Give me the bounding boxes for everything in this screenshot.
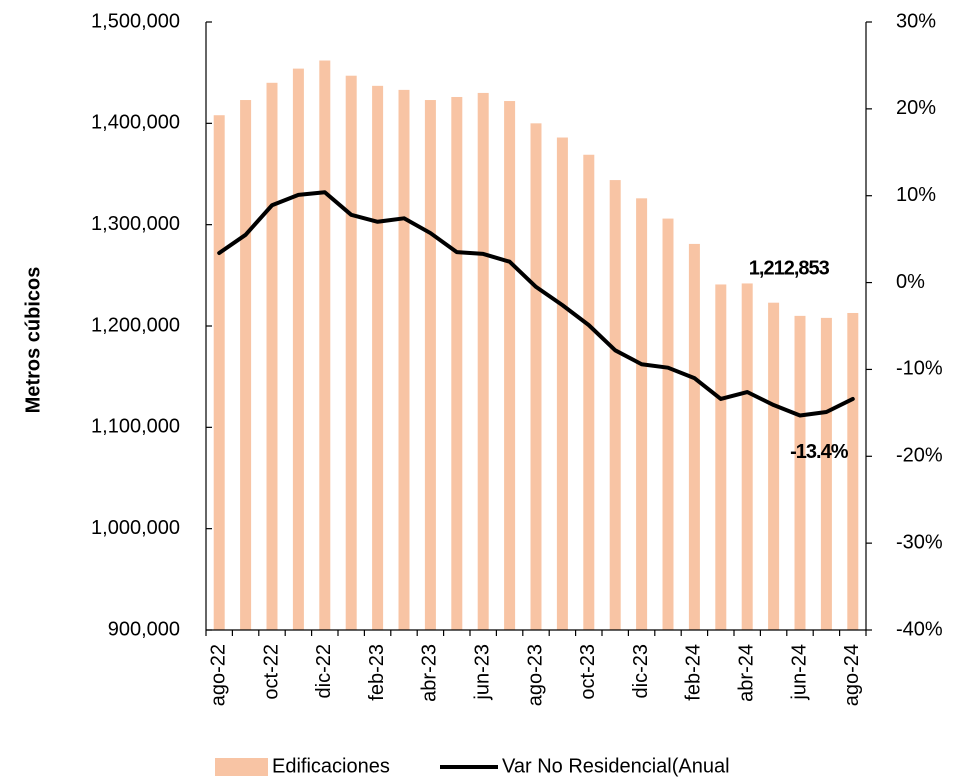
y-tick-label: 1,500,000	[91, 10, 180, 32]
bar	[741, 283, 753, 630]
bar	[319, 60, 331, 631]
data-label: -13.4%	[790, 441, 849, 463]
bar	[768, 302, 780, 630]
legend-label: Edificaciones	[272, 755, 390, 777]
bar	[583, 154, 595, 630]
y-tick-label: 1,000,000	[91, 517, 180, 539]
bar	[451, 96, 463, 630]
y2-tick-label: -10%	[896, 358, 943, 380]
bar	[213, 115, 225, 630]
line	[217, 190, 855, 418]
y2-tick-label: 10%	[896, 184, 936, 206]
legend-label: Var No Residencial(Anual	[502, 755, 730, 777]
x-tick-label: oct-23	[577, 644, 599, 700]
x-tick-label: jun-23	[471, 644, 493, 701]
bar	[240, 100, 252, 630]
bar	[372, 85, 384, 631]
y-tick-label: 1,400,000	[91, 112, 180, 134]
x-tick-label: ago-22	[207, 644, 229, 706]
bar	[424, 100, 436, 630]
y2-tick-label: 20%	[896, 97, 936, 119]
y-tick-label: 1,300,000	[91, 213, 180, 235]
bar	[556, 137, 568, 630]
bar	[530, 123, 542, 630]
x-tick-label: feb-23	[366, 644, 388, 701]
y-tick-label: 1,100,000	[91, 416, 180, 438]
bar	[477, 92, 489, 630]
bar	[847, 312, 859, 630]
x-tick-label: abr-23	[419, 644, 441, 702]
x-tick-label: dic-22	[313, 644, 335, 698]
y2-tick-label: -20%	[896, 445, 943, 467]
bar	[345, 75, 357, 630]
y2-tick-label: 30%	[896, 10, 936, 32]
x-tick-label: jun-24	[788, 644, 810, 701]
bar	[609, 180, 621, 630]
y-tick-label: 900,000	[108, 618, 180, 640]
data-label: 1,212,853	[749, 257, 830, 279]
x-tick-label: feb-24	[683, 644, 705, 701]
bar	[636, 198, 648, 630]
x-tick-label: dic-23	[630, 644, 652, 698]
x-tick-label: ago-23	[524, 644, 546, 706]
bar	[266, 82, 278, 631]
x-tick-label: oct-22	[260, 644, 282, 700]
bar	[820, 317, 832, 630]
y2-tick-label: 0%	[896, 271, 925, 293]
bar	[504, 101, 516, 631]
y2-tick-label: -30%	[896, 531, 943, 553]
bar	[292, 68, 304, 630]
bar	[715, 284, 727, 630]
bar	[662, 218, 674, 630]
y-axis-title: Metros cúbicos	[22, 267, 44, 414]
legend-swatch	[215, 758, 268, 776]
x-tick-label: abr-24	[735, 644, 757, 702]
x-tick-label: ago-24	[841, 644, 863, 706]
y-tick-label: 1,200,000	[91, 314, 180, 336]
bar	[794, 315, 806, 630]
bar	[688, 243, 700, 631]
bar	[398, 89, 410, 631]
y2-tick-label: -40%	[896, 618, 943, 640]
